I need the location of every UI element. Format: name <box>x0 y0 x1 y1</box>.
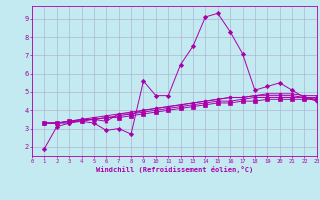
X-axis label: Windchill (Refroidissement éolien,°C): Windchill (Refroidissement éolien,°C) <box>96 166 253 173</box>
